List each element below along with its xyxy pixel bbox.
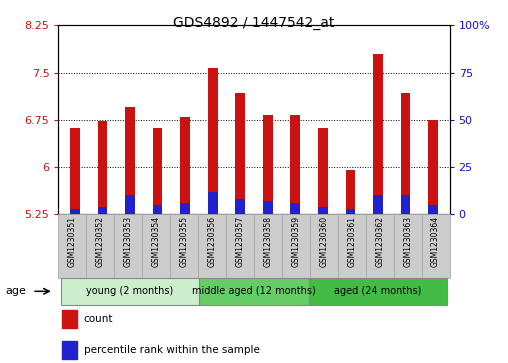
Text: GSM1230353: GSM1230353	[124, 216, 133, 267]
Bar	[394, 214, 422, 278]
Bar	[373, 54, 383, 214]
Bar	[338, 214, 366, 278]
Bar	[235, 199, 245, 214]
Text: aged (24 months): aged (24 months)	[334, 286, 422, 296]
Bar	[310, 214, 338, 278]
Bar	[254, 214, 282, 278]
Bar	[428, 120, 438, 214]
Text: GSM1230362: GSM1230362	[375, 216, 384, 267]
Text: GSM1230358: GSM1230358	[264, 216, 272, 267]
Text: young (2 months): young (2 months)	[86, 286, 174, 296]
Text: age: age	[5, 286, 26, 296]
Bar	[142, 214, 170, 278]
Bar	[62, 341, 77, 359]
Bar	[366, 214, 394, 278]
Bar	[180, 117, 190, 214]
Bar	[153, 128, 163, 214]
Bar	[235, 93, 245, 214]
Text: GSM1230360: GSM1230360	[320, 216, 328, 267]
Text: GSM1230354: GSM1230354	[152, 216, 161, 267]
Bar	[70, 128, 80, 214]
Text: count: count	[84, 314, 113, 324]
Text: percentile rank within the sample: percentile rank within the sample	[84, 345, 260, 355]
Bar	[226, 214, 254, 278]
Bar	[199, 278, 309, 305]
Bar	[62, 310, 77, 328]
Bar	[208, 192, 217, 214]
Bar	[291, 203, 300, 214]
Bar	[153, 205, 163, 214]
Bar	[263, 115, 273, 214]
Bar	[98, 207, 107, 214]
Text: GSM1230363: GSM1230363	[403, 216, 412, 267]
Text: middle aged (12 months): middle aged (12 months)	[192, 286, 316, 296]
Text: GSM1230356: GSM1230356	[208, 216, 216, 267]
Text: GSM1230355: GSM1230355	[180, 216, 188, 267]
Bar	[282, 214, 310, 278]
Bar	[208, 68, 217, 214]
Text: GSM1230351: GSM1230351	[68, 216, 77, 267]
Bar	[125, 195, 135, 214]
Bar	[291, 115, 300, 214]
Bar	[180, 203, 190, 214]
Bar	[170, 214, 198, 278]
Bar	[345, 170, 355, 214]
Bar	[401, 93, 410, 214]
Bar	[114, 214, 142, 278]
Bar	[70, 208, 80, 214]
Bar	[318, 128, 328, 214]
Bar	[263, 201, 273, 214]
Text: GSM1230352: GSM1230352	[96, 216, 105, 267]
Bar	[198, 214, 226, 278]
Bar	[422, 214, 450, 278]
Bar	[318, 207, 328, 214]
Text: GSM1230361: GSM1230361	[347, 216, 356, 267]
Bar	[428, 205, 438, 214]
Bar	[125, 107, 135, 214]
Bar	[401, 195, 410, 214]
Bar	[58, 214, 86, 278]
Text: GDS4892 / 1447542_at: GDS4892 / 1447542_at	[173, 16, 335, 30]
Text: GSM1230357: GSM1230357	[236, 216, 244, 267]
Bar	[373, 195, 383, 214]
Bar	[86, 214, 114, 278]
Text: GSM1230364: GSM1230364	[431, 216, 440, 267]
Bar	[98, 121, 107, 214]
Bar	[345, 208, 355, 214]
Bar	[309, 278, 447, 305]
Text: GSM1230359: GSM1230359	[292, 216, 300, 267]
Bar	[61, 278, 199, 305]
